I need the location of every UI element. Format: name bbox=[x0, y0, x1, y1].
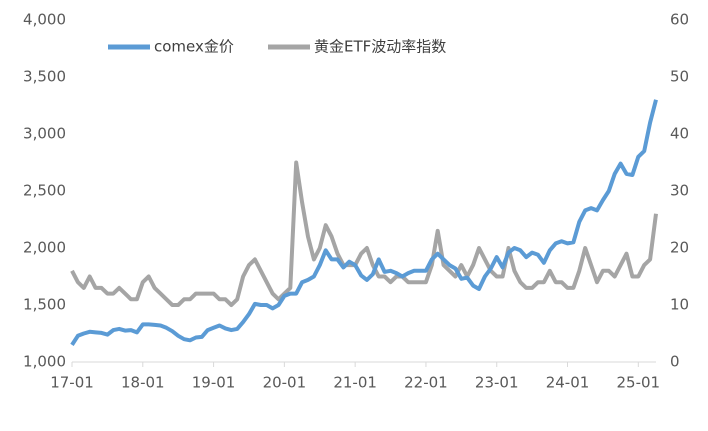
y2-tick-label: 60 bbox=[670, 11, 689, 29]
y2-tick-label: 0 bbox=[670, 353, 680, 371]
x-tick-label: 22-01 bbox=[404, 374, 448, 392]
x-tick-label: 17-01 bbox=[50, 374, 94, 392]
y2-tick-label: 50 bbox=[670, 68, 689, 86]
x-tick-label: 25-01 bbox=[617, 374, 661, 392]
x-tick-label: 19-01 bbox=[192, 374, 236, 392]
legend-label: 黄金ETF波动率指数 bbox=[314, 38, 446, 56]
y-tick-label: 1,500 bbox=[23, 296, 66, 314]
x-tick-label: 18-01 bbox=[121, 374, 165, 392]
x-tick-label: 23-01 bbox=[475, 374, 519, 392]
y2-tick-label: 20 bbox=[670, 239, 689, 257]
legend-label: comex金价 bbox=[154, 38, 234, 56]
y-tick-label: 4,000 bbox=[23, 11, 66, 29]
series-line bbox=[70, 160, 658, 307]
series-line bbox=[70, 99, 658, 346]
y2-tick-label: 10 bbox=[670, 296, 689, 314]
y-tick-label: 1,000 bbox=[23, 353, 66, 371]
y-tick-label: 3,000 bbox=[23, 125, 66, 143]
y-tick-label: 2,000 bbox=[23, 239, 66, 257]
x-tick-label: 24-01 bbox=[546, 374, 590, 392]
y2-tick-label: 30 bbox=[670, 182, 689, 200]
y-tick-label: 2,500 bbox=[23, 182, 66, 200]
y2-tick-label: 40 bbox=[670, 125, 689, 143]
x-tick-label: 21-01 bbox=[333, 374, 377, 392]
y-tick-label: 3,500 bbox=[23, 68, 66, 86]
x-tick-label: 20-01 bbox=[263, 374, 307, 392]
